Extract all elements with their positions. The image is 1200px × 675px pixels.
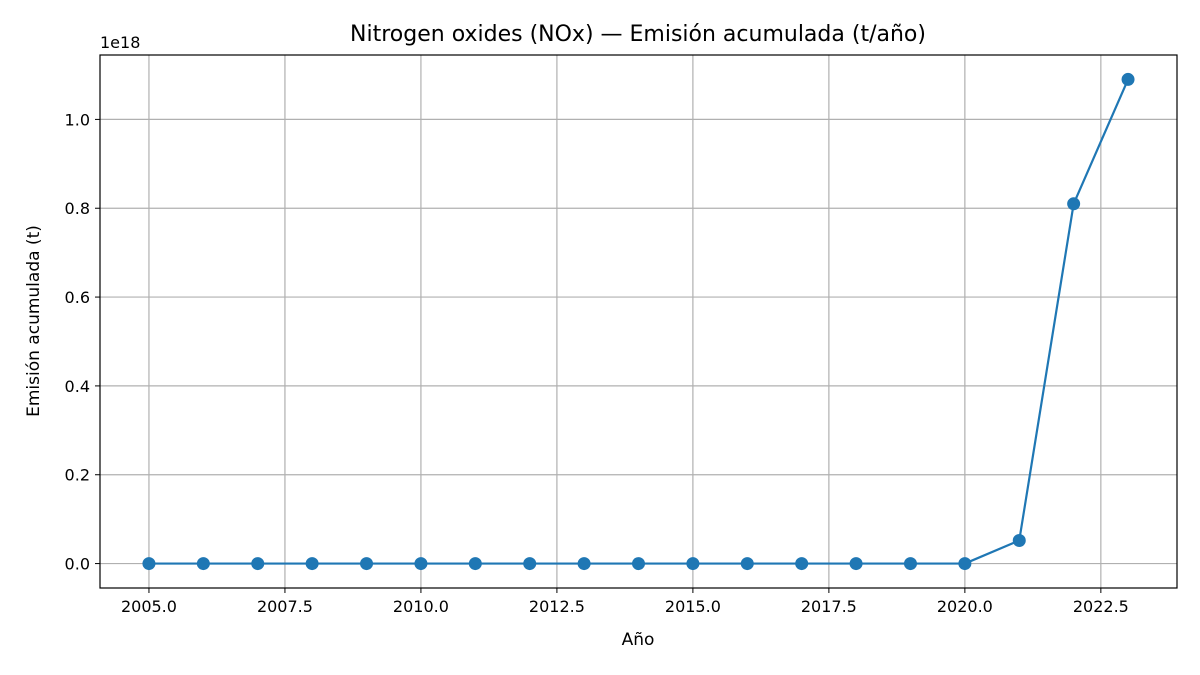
x-tick-label: 2020.0 [937,597,993,616]
y-tick-label: 1.0 [65,110,90,129]
y-tick-label: 0.2 [65,466,90,485]
data-point [958,557,972,571]
data-point [360,557,374,571]
x-tick-label: 2012.5 [529,597,585,616]
y-tick-label: 0.0 [65,555,90,574]
x-tick-label: 2007.5 [257,597,313,616]
y-axis: 0.0 0.2 0.4 0.6 0.8 1.0 [65,110,100,574]
data-point [903,557,917,571]
grid [100,55,1177,588]
x-axis: 2005.0 2007.5 2010.0 2012.5 2015.0 2017.5 2020… [121,588,1129,616]
data-point [1012,533,1026,547]
data-point [632,557,645,571]
data-point [686,557,700,571]
y-tick-label: 0.6 [65,288,90,307]
x-tick-label: 2010.0 [393,597,449,616]
data-point [142,557,156,571]
data-point [414,557,428,571]
x-tick-label: 2015.0 [665,597,721,616]
data-point [1067,197,1081,211]
x-tick-label: 2005.0 [121,597,177,616]
y-offset-label: 1e18 [100,33,140,52]
y-tick-label: 0.4 [65,377,90,396]
data-point [1121,72,1135,86]
data-point [577,557,591,571]
data-point [251,557,265,571]
data-point [523,557,537,571]
data-point [795,557,809,571]
series-line [148,78,1130,565]
x-axis-label: Año [622,630,655,650]
x-tick-label: 2017.5 [801,597,857,616]
chart-title: Nitrogen oxides (NOx) — Emisión acumulad… [350,22,926,47]
x-tick-label: 2022.5 [1073,597,1129,616]
plot-frame [99,54,1178,589]
series-nox [142,72,1135,571]
y-tick-label: 0.8 [65,199,90,218]
data-point [849,557,863,571]
data-point [740,557,754,571]
data-point [305,557,319,571]
data-point [196,557,210,571]
data-point [468,557,482,571]
y-axis-label: Emisión acumulada (t) [24,225,44,417]
